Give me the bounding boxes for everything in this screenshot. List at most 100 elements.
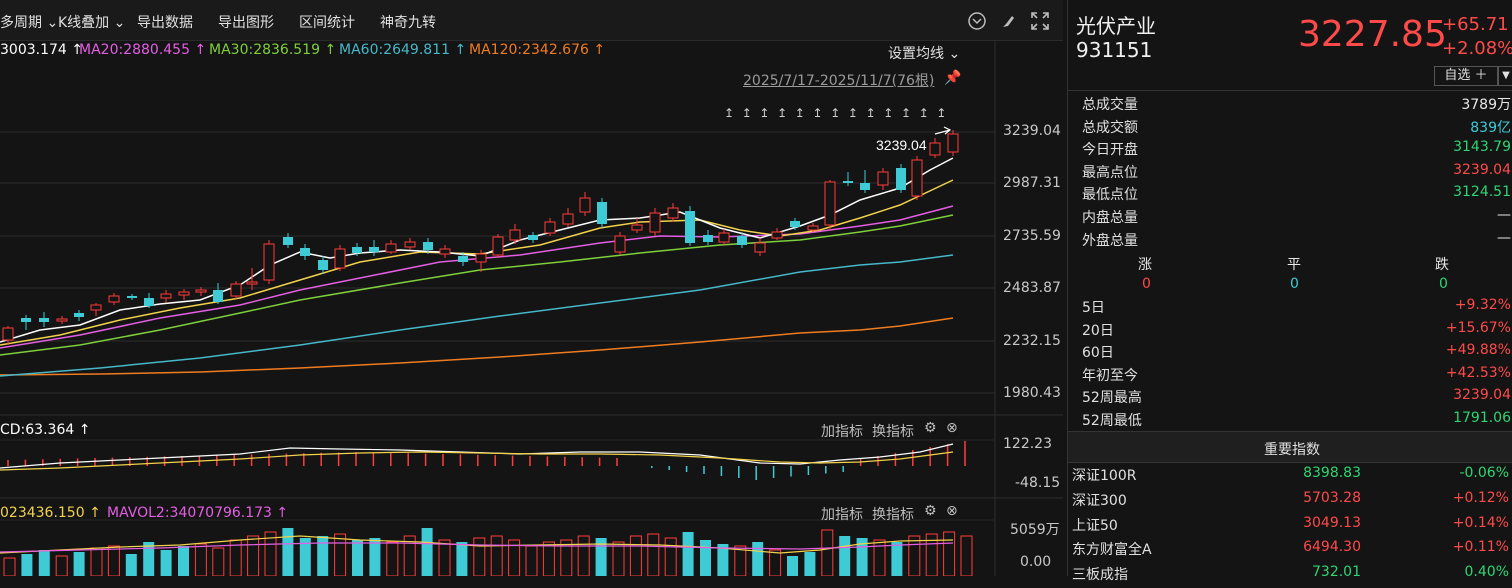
volume-bar <box>873 539 886 576</box>
stat-row: 外盘总量 — <box>1082 230 1511 252</box>
stat-label: 今日开盘 <box>1082 142 1138 159</box>
volume-bar <box>421 528 433 576</box>
volume-bar <box>560 539 573 576</box>
candle-body <box>911 159 923 197</box>
ma60-line <box>0 254 954 377</box>
performance-value: +9.32% <box>1454 297 1511 313</box>
toolbar-export-chart[interactable]: 导出图形 <box>218 15 274 31</box>
volume-bar <box>508 539 521 576</box>
volume-bar <box>299 538 311 576</box>
index-price: 3049.13 <box>1303 514 1361 531</box>
chevron-down-icon[interactable]: ▼ <box>1498 66 1512 86</box>
stat-row: 今日开盘 3143.79 <box>1082 139 1511 161</box>
fullscreen-icon[interactable] <box>1030 11 1050 35</box>
volume-bar <box>629 535 642 576</box>
price-axis-label: 2987.31 <box>1003 175 1061 191</box>
toolbar-multi-period[interactable]: 多周期 ⌄ <box>0 15 59 31</box>
macd-axis-label: 122.23 <box>1003 436 1052 452</box>
vol-add-indicator[interactable]: 加指标 <box>821 507 863 523</box>
stat-label: 外盘总量 <box>1082 232 1138 249</box>
volume-bar <box>38 550 50 576</box>
vol-change-indicator[interactable]: 换指标 <box>872 507 914 523</box>
stat-label: 最低点位 <box>1082 187 1138 204</box>
index-name: 上证50 <box>1072 517 1118 534</box>
candle-body <box>771 231 783 239</box>
high-price-label: 3239.04 <box>876 137 927 153</box>
signal-marker: ↥ <box>795 106 805 120</box>
signal-marker: ↥ <box>901 106 911 120</box>
candle-body <box>458 256 468 262</box>
candle-body <box>754 242 766 253</box>
volume-bar <box>925 533 938 576</box>
add-watchlist-button[interactable]: 自选 ＋ <box>1434 66 1498 86</box>
volume-bar <box>90 547 103 576</box>
toolbar-magic-nine[interactable]: 神奇九转 <box>380 15 436 31</box>
candle-body <box>127 296 137 298</box>
candle-body <box>352 247 362 253</box>
price-axis-label: 2735.59 <box>1003 228 1061 244</box>
volume-bar <box>804 552 816 576</box>
index-change: +0.11% <box>1452 539 1509 556</box>
macd-add-indicator[interactable]: 加指标 <box>821 424 863 440</box>
vol-axis-label: 5059万 <box>1010 522 1060 538</box>
volume-bar <box>752 542 764 576</box>
brush-icon[interactable] <box>1000 12 1018 34</box>
stat-value: 3124.51 <box>1453 184 1511 201</box>
toolbar-kline-overlay[interactable]: K线叠加 ⌄ <box>58 15 126 31</box>
index-row[interactable]: 三板成指 732.01 0.40% <box>1072 564 1509 588</box>
volume-bar <box>664 537 677 576</box>
signal-marker: ↥ <box>919 106 929 120</box>
gear-icon[interactable]: ⚙ <box>924 503 937 519</box>
close-icon[interactable]: ⊗ <box>946 420 958 436</box>
volume-bar <box>369 538 381 576</box>
pin-icon[interactable]: 📌 <box>944 70 962 86</box>
volume-bar <box>178 546 189 576</box>
candle-body <box>685 211 695 243</box>
performance-row: 20日 +15.67% <box>1082 320 1511 342</box>
toolbar-range-stats[interactable]: 区间统计 <box>299 15 355 31</box>
stat-label: 总成交量 <box>1082 97 1138 113</box>
gear-icon[interactable]: ⚙ <box>924 420 937 436</box>
ma-settings-dropdown[interactable]: 设置均线 ⌄ <box>888 46 961 62</box>
close-icon[interactable]: ⊗ <box>946 503 958 519</box>
stat-value: 3239.04 <box>1453 161 1511 178</box>
volume-bar <box>787 556 798 576</box>
ma120-value: MA120:2342.676 ↑ <box>469 42 606 58</box>
collapse-circle-icon[interactable] <box>967 11 987 35</box>
index-row[interactable]: 深证100R 8398.83 -0.06% <box>1072 465 1509 489</box>
candle-body <box>824 181 836 226</box>
ma5-line <box>0 157 954 343</box>
index-row[interactable]: 东方财富全A 6494.30 +0.11% <box>1072 539 1509 563</box>
ma60-value: MA60:2649.811 ↑ <box>339 42 467 58</box>
stat-label: 最高点位 <box>1082 164 1138 181</box>
index-row[interactable]: 上证50 3049.13 +0.14% <box>1072 515 1509 539</box>
index-row[interactable]: 深证300 5703.28 +0.12% <box>1072 490 1509 514</box>
performance-label: 20日 <box>1082 322 1114 339</box>
candle-body <box>213 290 223 302</box>
quote-panel: 光伏产业 931151 3227.85 +65.71 +2.08% 自选 ＋ ▼… <box>1067 0 1512 583</box>
price-axis-label: 1980.43 <box>1003 385 1061 401</box>
candle-body <box>334 248 346 269</box>
breadth-up-count: 0 <box>1142 276 1151 292</box>
mavol1-value: 023436.150 ↑ <box>0 505 101 521</box>
candle-body <box>528 235 538 240</box>
candle-body <box>947 133 959 153</box>
stat-row: 最高点位 3239.04 <box>1082 162 1511 184</box>
signal-marker: ↥ <box>742 106 752 120</box>
performance-row: 52周最低 1791.06 <box>1082 410 1511 432</box>
candle-body <box>21 318 31 322</box>
macd-change-indicator[interactable]: 换指标 <box>872 424 914 440</box>
volume-bar <box>107 545 120 576</box>
date-range-label[interactable]: 2025/7/17-2025/11/7(76根) <box>743 73 935 89</box>
index-change: -0.06% <box>1459 465 1509 481</box>
volume-bar <box>612 541 625 576</box>
candle-body <box>56 318 68 322</box>
volume-bar <box>839 536 851 576</box>
candle-body <box>90 304 102 311</box>
volume-bar <box>125 554 137 576</box>
toolbar-export-data[interactable]: 导出数据 <box>137 15 193 31</box>
candle-body <box>263 243 275 281</box>
kline-chart[interactable]: ↥ ↥ ↥ ↥ ↥ ↥ ↥ ↥ ↥ ↥ ↥ ↥ ↥ 3239.04 <box>0 0 1063 576</box>
candle-body <box>597 202 607 224</box>
candle-body <box>178 291 190 296</box>
